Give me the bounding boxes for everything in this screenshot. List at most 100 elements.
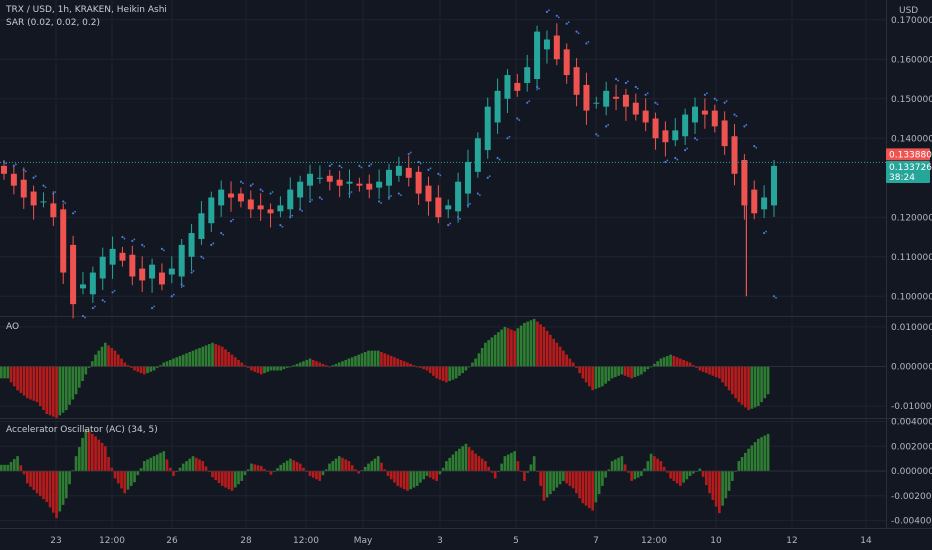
oscillator-bar [143,461,146,471]
sar-dot [516,117,518,119]
oscillator-bar [604,367,607,384]
sar-legend[interactable]: SAR (0.02, 0.02, 0.2) [6,18,100,28]
oscillator-bar [253,464,256,471]
oscillator-bar [673,356,676,367]
sar-dot [64,202,66,204]
oscillator-bar [110,348,113,366]
oscillator-bar [136,471,139,475]
oscillator-bar [595,471,598,502]
oscillator-bar [552,471,555,491]
oscillator-bar [221,347,224,367]
sar-dot [489,175,491,177]
oscillator-bar [10,462,13,471]
oscillator-bar [81,367,84,382]
ao-pane-label[interactable]: AO [6,322,19,332]
oscillator-bar [231,355,234,367]
oscillator-bar [348,461,351,471]
oscillator-bar [94,355,97,367]
oscillator-bar [16,456,19,471]
oscillator-bar [669,471,672,478]
oscillator-bar [133,471,136,482]
sar-dot [398,192,400,194]
sar-dot [309,200,311,202]
ac-bars-layer [0,429,886,518]
oscillator-bar [55,367,58,418]
oscillator-bar [257,465,260,471]
oscillator-bar [699,367,702,371]
ac-pane-label[interactable]: Accelerator Oscillator (AC) (34, 5) [6,425,158,435]
oscillator-bar [140,367,143,374]
oscillator-bar [689,471,692,476]
oscillator-bar [23,367,26,396]
oscillator-bar [29,471,32,487]
sar-dot [716,99,718,101]
oscillator-bar [676,471,679,483]
sar-dot [331,163,333,165]
sar-dot [181,283,183,285]
sar-dot [667,159,669,161]
oscillator-bar [123,471,126,493]
sar-dot [42,185,44,187]
oscillator-bar [348,359,351,367]
oscillator-bar [686,361,689,366]
oscillator-bar [117,355,120,367]
oscillator-bar [370,351,373,367]
oscillator-bar [682,471,685,483]
oscillator-bar [764,367,767,399]
oscillator-bar [257,367,260,374]
oscillator-bar [344,459,347,471]
oscillator-bar [107,457,110,471]
oscillator-bar [705,471,708,485]
oscillator-bar [715,367,718,378]
candles-layer [1,23,777,318]
oscillator-bar [582,471,585,503]
oscillator-bar [0,465,3,471]
price-tick-label: 0.120000 [891,213,932,223]
last-price-value: 0.133726 [889,163,932,173]
sar-dot [588,41,590,43]
candle-body [208,198,214,224]
candle-body [712,111,718,127]
oscillator-bar [341,361,344,366]
sar-dot [775,297,777,299]
oscillator-bar [442,367,445,382]
candle-body [238,194,244,202]
oscillator-bar [146,459,149,471]
oscillator-bar [562,471,565,481]
sar-dot [124,238,126,240]
oscillator-bar [738,461,741,471]
sar-dot [92,307,94,309]
candle-body [11,174,17,186]
oscillator-bar [26,471,29,483]
oscillator-bar [6,367,9,379]
oscillator-bar [188,352,191,367]
symbol-legend[interactable]: TRX / USD, 1h, KRAKEN, Heikin Ashi [6,5,167,15]
oscillator-bar [97,351,100,367]
oscillator-bar [331,461,334,471]
oscillator-bar [195,458,198,471]
sar-dot [617,80,619,82]
oscillator-bar [120,471,123,488]
oscillator-bar [617,367,620,376]
oscillator-bar [153,456,156,471]
oscillator-bar [702,367,705,372]
oscillator-bar [504,456,507,471]
sar-dot [457,216,459,218]
oscillator-bar [481,348,484,366]
oscillator-bar [458,367,461,376]
sar-dot [291,215,293,217]
oscillator-bar [237,360,240,367]
oscillator-bar [387,471,390,476]
oscillator-bar [49,471,52,507]
ao-tick-label: 0.000000 [891,363,932,373]
oscillator-bar [621,367,624,375]
oscillator-bar [461,446,464,471]
oscillator-bar [692,471,695,473]
sar-dot [647,92,649,94]
oscillator-bar [494,471,497,478]
oscillator-bar [559,471,562,484]
candle-body [80,284,86,288]
sar-dot [131,240,133,242]
